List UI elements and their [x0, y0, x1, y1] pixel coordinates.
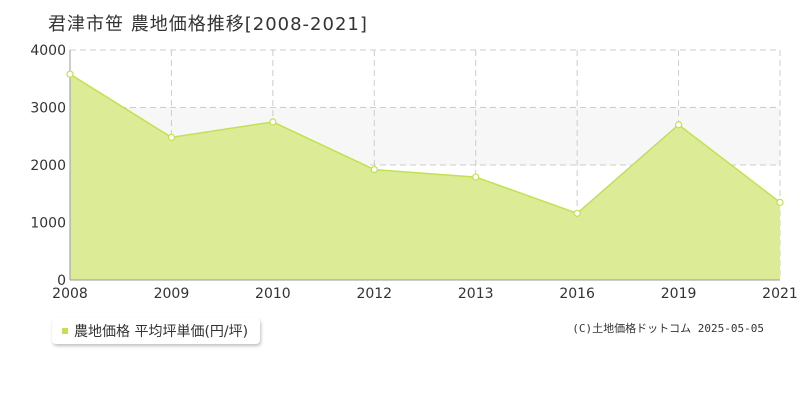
legend: 農地価格 平均坪単価(円/坪) — [52, 318, 261, 344]
line-series — [69, 73, 781, 215]
y-tick-labels: 0 1000 2000 3000 4000 — [30, 43, 66, 289]
data-point — [370, 166, 378, 174]
x-tick-label: 2012 — [356, 286, 392, 302]
data-point — [776, 198, 784, 206]
y-tick-label: 0 — [57, 273, 66, 289]
legend-label: 農地価格 平均坪単価(円/坪) — [74, 324, 249, 340]
data-point — [573, 209, 581, 217]
data-point — [472, 173, 480, 181]
x-tick-labels: 2008 2009 2010 2012 2013 2016 2019 2021 — [52, 286, 798, 302]
x-tick-label: 2009 — [154, 286, 190, 302]
source-credit: (C)土地価格ドットコム 2025-05-05 — [572, 322, 764, 335]
x-tick-label: 2016 — [559, 286, 595, 302]
y-tick-label: 1000 — [30, 216, 66, 232]
x-tick-label: 2019 — [661, 286, 697, 302]
data-point — [269, 118, 277, 126]
page-title: 君津市笹 農地価格推移[2008-2021] — [48, 14, 368, 35]
x-tick-label: 2010 — [255, 286, 291, 302]
y-tick-label: 4000 — [30, 43, 66, 59]
data-points — [66, 70, 784, 217]
axes — [69, 50, 780, 281]
data-point — [674, 121, 683, 129]
area-series — [70, 74, 780, 281]
data-point — [66, 70, 74, 78]
data-point — [167, 133, 176, 141]
legend-swatch — [62, 328, 68, 334]
y-tick-label: 2000 — [30, 158, 66, 174]
y-tick-label: 3000 — [30, 101, 66, 117]
x-tick-label: 2013 — [458, 286, 494, 302]
x-tick-label: 2008 — [52, 286, 88, 302]
x-tick-label: 2021 — [762, 286, 798, 302]
